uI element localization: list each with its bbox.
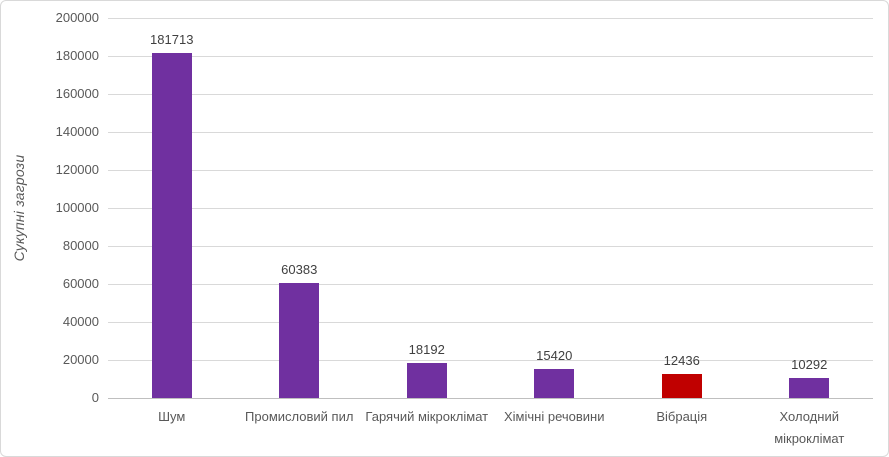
grid-line	[108, 170, 873, 171]
grid-line	[108, 360, 873, 361]
bar-value-label: 10292	[791, 357, 828, 373]
y-tick-label: 100000	[55, 200, 99, 215]
bar-4	[534, 368, 575, 398]
y-tick-label: 120000	[55, 162, 99, 177]
y-tick-label: 40000	[62, 314, 99, 329]
grid-line	[108, 132, 873, 133]
y-tick-label: 80000	[62, 238, 99, 253]
grid-line	[108, 284, 873, 285]
x-category-label: Вібрація	[656, 409, 708, 424]
x-axis-line	[108, 398, 873, 399]
bar-3	[406, 363, 447, 398]
y-tick-label: 60000	[62, 276, 99, 291]
bar-2	[279, 283, 320, 398]
y-tick-label: 160000	[55, 86, 99, 101]
bar-value-label: 15420	[536, 347, 573, 363]
grid-line	[108, 208, 873, 209]
x-category-label: Хімічні речовини	[504, 409, 605, 424]
bar-1	[151, 52, 192, 398]
x-category-label: Шум	[158, 409, 186, 424]
grid-line	[108, 94, 873, 95]
bar-value-label: 60383	[281, 262, 318, 278]
x-category-label: Холодний мікроклімат	[774, 409, 845, 446]
bar-value-label: 18192	[408, 342, 445, 358]
y-tick-label: 20000	[62, 352, 99, 367]
x-category-label: Гарячий мікроклімат	[365, 409, 489, 424]
bar-value-label: 12436	[663, 353, 700, 369]
y-tick-label: 140000	[55, 124, 99, 139]
grid-line	[108, 18, 873, 19]
grid-line	[108, 246, 873, 247]
y-axis-title: Сукупні загрози	[11, 154, 27, 262]
grid-line	[108, 322, 873, 323]
bar-5	[661, 374, 702, 398]
y-tick-label: 200000	[55, 10, 99, 25]
bar-6	[789, 378, 830, 398]
x-category-label: Промисловий пил	[245, 409, 354, 424]
y-tick-label: 0	[91, 390, 99, 405]
y-tick-label: 180000	[55, 48, 99, 63]
grid-line	[108, 56, 873, 57]
bar-value-label: 181713	[150, 31, 194, 47]
